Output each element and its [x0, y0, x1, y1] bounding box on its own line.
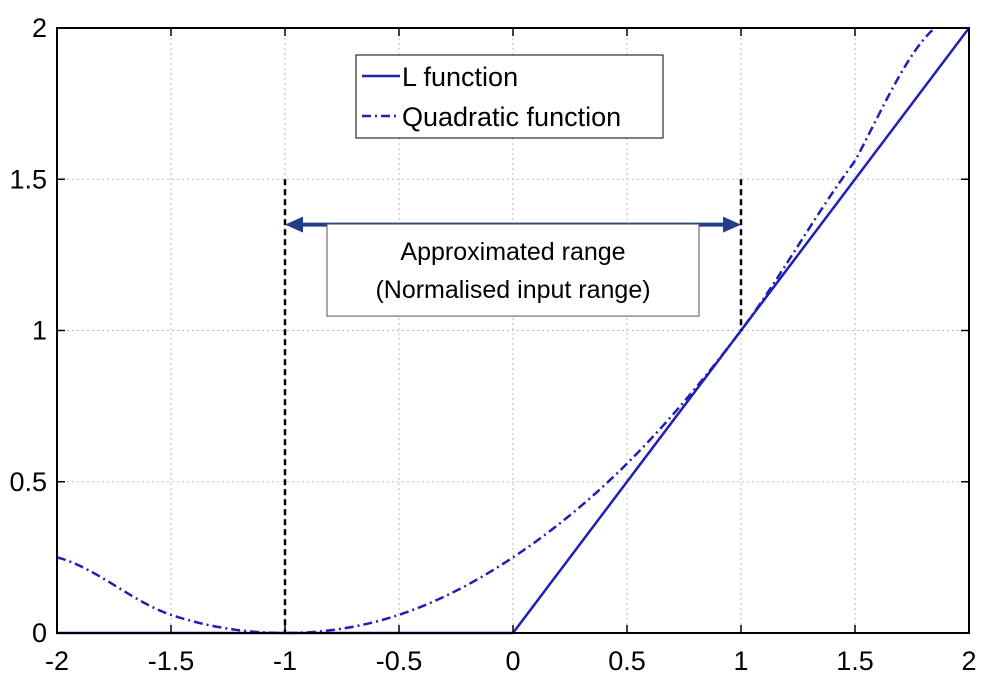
annotation-text-line: Approximated range	[400, 238, 625, 266]
y-tick-label: 1	[32, 316, 47, 346]
annotation: Approximated range (Normalised input rang…	[283, 179, 743, 633]
x-tick-label: -2	[45, 646, 69, 676]
x-tick-label: 1	[733, 646, 748, 676]
x-tick-label: 1.5	[836, 646, 874, 676]
legend: L function Quadratic function	[355, 54, 664, 139]
x-tick-label: -1.5	[148, 646, 195, 676]
x-tick-label: -1	[273, 646, 297, 676]
y-tick-label: 0	[32, 618, 47, 648]
legend-label-l-function: L function	[402, 62, 518, 92]
y-tick-label: 2	[32, 13, 47, 43]
series-quadratic-function	[56, 27, 936, 635]
range-arrow-head-left	[285, 216, 303, 233]
x-tick-label: 2	[961, 646, 976, 676]
x-tick-label: 0.5	[608, 646, 646, 676]
x-tick-label: -0.5	[376, 646, 423, 676]
annotation-text-line: (Normalised input range)	[375, 276, 650, 304]
y-tick-label: 0.5	[9, 467, 47, 497]
annotation-box	[326, 223, 700, 317]
legend-label-quadratic-function: Quadratic function	[402, 102, 621, 132]
legend-box	[355, 54, 664, 139]
ticks: -2 -1.5 -1 -0.5 0 0.5 1 1.5 2 0 0.5 1 1.5 2	[9, 13, 976, 676]
range-arrow-head-right	[723, 216, 741, 233]
x-tick-label: 0	[505, 646, 520, 676]
y-tick-label: 1.5	[9, 164, 47, 194]
